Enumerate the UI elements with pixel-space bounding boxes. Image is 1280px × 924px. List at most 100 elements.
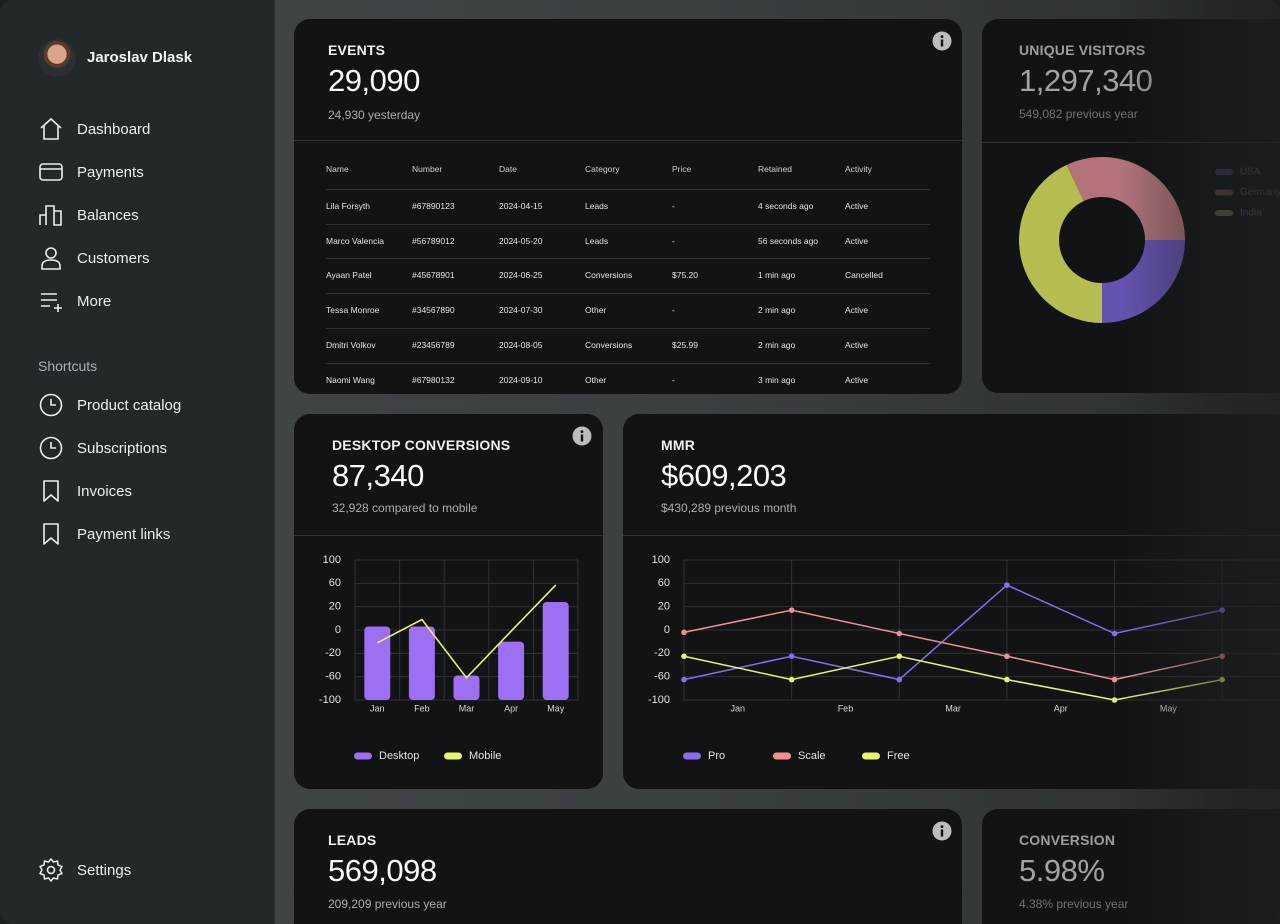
table-cell: - [672,374,675,385]
nav-item[interactable]: Invoices [38,478,258,504]
nav-label: Subscriptions [77,439,168,457]
more-icon [41,293,62,312]
table-cell: #67980132 [412,374,455,385]
divider [294,535,603,536]
table-cell: 2 min ago [758,339,796,350]
clock-icon [39,393,63,417]
table-cell: Active [845,374,869,385]
nav-item[interactable]: Product catalog [38,392,258,418]
gear-icon [39,858,63,882]
table-cell: Leads [585,201,609,211]
table-cell: 2024-04-15 [499,201,543,211]
column-header: Date [499,164,517,174]
user-name[interactable]: Jaroslav Dlask [87,49,193,66]
table-cell: Lila Forsyth [326,201,370,211]
column-header: Activity [845,164,872,174]
table-cell: #34567890 [412,305,455,316]
divider [982,142,1280,143]
mmr-card: MMR $609,203 $430,289 previous month [623,414,1280,789]
nav-item[interactable]: Payments [38,159,258,185]
table-cell: $25.99 [672,339,698,350]
avatar[interactable] [38,39,76,77]
bookmark-icon [43,523,59,545]
table-cell: Cancelled [845,270,883,281]
column-header: Name [326,164,349,174]
nav-item[interactable]: Payment links [38,521,258,547]
table-cell: #45678901 [412,270,455,281]
conversion-card: CONVERSION 5.98% 4.38% previous year [982,809,1280,924]
table-cell: Conversions [585,339,633,350]
card-title: MMR [661,437,696,453]
nav-item[interactable]: Settings [38,857,258,883]
table-cell: Active [845,235,869,246]
table-cell: Leads [585,235,609,246]
table-cell: 56 seconds ago [758,235,819,246]
nav-label: Settings [77,861,132,879]
table-cell: - [672,235,675,246]
desktop-card: DESKTOP CONVERSIONS 87,340 32,928 compar… [294,414,603,789]
table-cell: $75.20 [672,270,698,281]
card-title: UNIQUE VISITORS [1019,42,1146,58]
nav-label: Customers [77,249,150,267]
card-value: 569,098 [328,853,437,888]
customer-icon [41,247,61,270]
nav-label: Balances [77,206,139,224]
leads-card: LEADS 569,098 209,209 previous year [294,809,962,924]
divider [294,140,962,141]
info-icon[interactable] [932,821,952,841]
column-header: Number [412,164,443,174]
card-title: LEADS [328,832,377,848]
row-divider [326,327,930,329]
table-cell: Active [845,201,869,211]
table-cell: Other [585,374,607,385]
card-title: CONVERSION [1019,832,1116,848]
table-cell: 2024-07-30 [499,305,543,316]
table-cell: 2024-08-05 [499,339,543,350]
card-subtitle: $430,289 previous month [661,501,797,515]
table-cell: 2024-05-20 [499,235,543,246]
row-divider [326,362,930,364]
card-icon [39,163,63,181]
table-cell: - [672,201,675,211]
table-cell: Active [845,305,869,316]
card-subtitle: 549,082 previous year [1019,107,1138,121]
table-cell: Other [585,305,607,316]
nav-item[interactable]: Balances [38,202,258,228]
table-cell: #67890123 [412,201,455,211]
card-subtitle: 209,209 previous year [328,897,447,911]
table-cell: 3 min ago [758,374,796,385]
card-subtitle: 4.38% previous year [1019,897,1129,911]
info-icon[interactable] [572,426,592,446]
table-cell: Active [845,339,869,350]
table-cell: 2 min ago [758,305,796,316]
column-header: Category [585,164,620,174]
row-divider [326,189,930,190]
nav-item[interactable]: Customers [38,245,258,271]
divider [623,535,1280,536]
table-cell: - [672,305,675,316]
nav-item[interactable]: Subscriptions [38,435,258,461]
nav-label: More [77,292,112,310]
card-value: 5.98% [1019,853,1105,888]
section-title: Shortcuts [38,358,98,374]
card-title: DESKTOP CONVERSIONS [332,437,511,453]
nav-label: Payments [77,163,144,181]
table-cell: 2024-09-10 [499,374,543,385]
bookmark-icon [43,480,59,502]
table-cell: #56789012 [412,235,455,246]
card-value: 29,090 [328,63,420,98]
card-value: 1,297,340 [1019,63,1153,98]
table-cell: Conversions [585,270,633,281]
nav-item[interactable]: Dashboard [38,116,258,142]
card-subtitle: 24,930 yesterday [328,108,421,122]
column-header: Retained [758,164,793,174]
nav-label: Product catalog [77,396,182,414]
info-icon[interactable] [932,31,952,51]
column-header: Price [672,164,692,174]
table-cell: Naomi Wang [326,374,375,385]
row-divider [326,258,930,260]
row-divider [326,293,930,295]
nav-item[interactable]: More [38,288,258,314]
card-subtitle: 32,928 compared to mobile [332,501,478,515]
